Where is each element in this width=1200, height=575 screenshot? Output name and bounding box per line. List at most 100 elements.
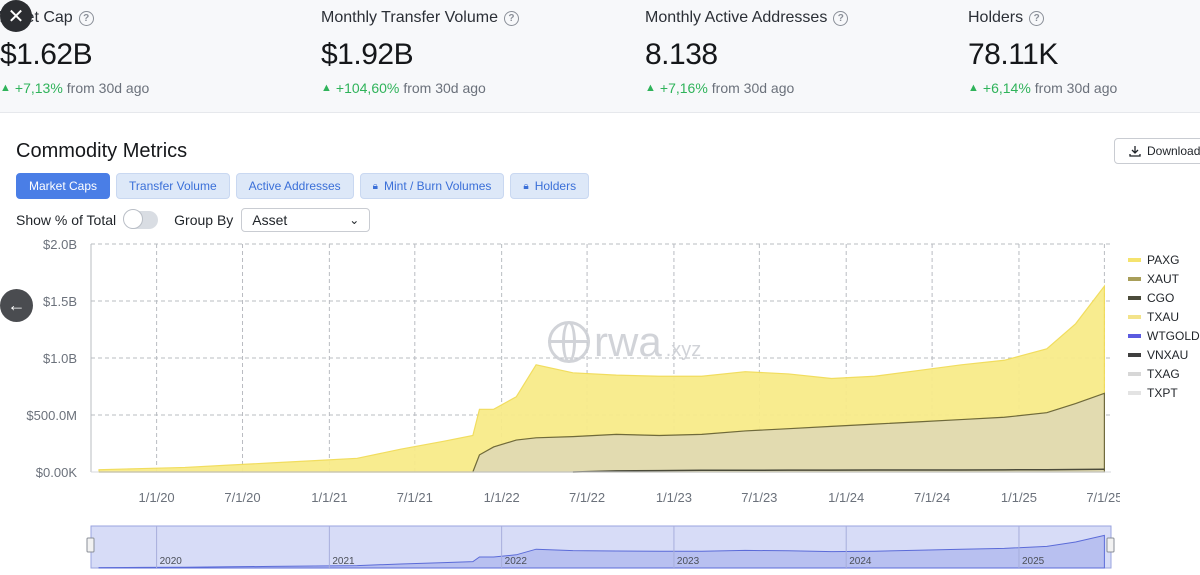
download-icon [1129, 146, 1141, 157]
x-tick-label: 1/1/21 [311, 490, 347, 505]
section-title: Commodity Metrics [16, 140, 188, 162]
legend-item-vnxau[interactable]: VNXAU [1128, 345, 1200, 364]
stat-title: Monthly Active Addresses [645, 9, 828, 26]
x-tick-label: 7/1/22 [569, 490, 605, 505]
x-tick-label: 7/1/20 [224, 490, 260, 505]
legend-label: TXAU [1147, 309, 1180, 324]
y-tick-label: $1.0B [43, 351, 77, 366]
x-tick-label: 7/1/21 [397, 490, 433, 505]
legend-item-cgo[interactable]: CGO [1128, 288, 1200, 307]
group-by-select[interactable]: Asset ⌄ [241, 208, 371, 232]
stat-change-percent: +104,60% [335, 80, 400, 96]
x-tick-label: 1/1/23 [656, 490, 692, 505]
stat-value: $1.62B [0, 38, 93, 71]
chart-controls: Show % of Total Group By Asset ⌄ [16, 208, 371, 232]
help-icon[interactable]: ? [1029, 10, 1045, 26]
x-tick-label: 1/1/20 [139, 490, 175, 505]
navigator-left-handle[interactable] [86, 537, 95, 553]
navigator-series [98, 534, 1105, 569]
globe-icon [548, 321, 590, 363]
x-tick-label: 1/1/22 [484, 490, 520, 505]
range-navigator[interactable]: 2020 2021 2022 2023 2024 2025 [0, 520, 1120, 570]
stat-value: 78.11K [968, 38, 1058, 71]
stat-monthly-active-addresses: Monthly Active Addresses? 8.138 ▲ +7,16% f… [645, 8, 849, 96]
legend-label: PAXG [1147, 252, 1180, 267]
navigator-right-handle[interactable] [1106, 537, 1115, 553]
watermark: rwa .xyz [548, 318, 701, 366]
stat-value: $1.92B [321, 38, 414, 71]
stat-monthly-transfer-volume: Monthly Transfer Volume? $1.92B ▲ +104,60… [321, 8, 519, 96]
up-arrow-icon: ▲ [0, 82, 11, 94]
stat-title: Monthly Transfer Volume [321, 9, 498, 26]
stat-title: Holders [968, 9, 1024, 26]
x-tick-label: 1/1/24 [828, 490, 864, 505]
watermark-text: rwa [594, 318, 662, 365]
navigator-year-label: 2023 [677, 556, 700, 567]
market-cap-chart: $0.00K $500.0M $1.0B $1.5B $2.0B 1/1/20 7/1/20… [26, 237, 1120, 505]
legend-item-paxg[interactable]: PAXG [1128, 250, 1200, 269]
y-tick-label: $0.00K [36, 465, 78, 480]
legend-swatch [1128, 371, 1141, 376]
navigator-year-label: 2025 [1022, 556, 1045, 567]
chart-legend: PAXG XAUT CGO TXAU WTGOLD VNXAU TXAG TXP… [1128, 250, 1200, 402]
legend-swatch [1128, 257, 1141, 262]
navigator-year-label: 2020 [160, 556, 183, 567]
legend-item-xaut[interactable]: XAUT [1128, 269, 1200, 288]
stat-holders: Holders? 78.11K ▲ +6,14% from 30d ago [968, 8, 1117, 96]
x-tick-label: 7/1/25 [1086, 490, 1120, 505]
legend-swatch [1128, 314, 1141, 319]
legend-swatch [1128, 295, 1141, 300]
stat-value: 8.138 [645, 38, 718, 71]
tab-mint-burn-volumes[interactable]: 🔒︎ Mint / Burn Volumes [359, 173, 505, 199]
legend-item-txpt[interactable]: TXPT [1128, 383, 1200, 402]
legend-swatch [1128, 276, 1141, 281]
download-button[interactable]: Download [1114, 138, 1200, 164]
back-arrow-icon[interactable]: ← [0, 289, 33, 322]
close-icon[interactable]: ✕ [0, 0, 32, 32]
tab-label: Mint / Burn Volumes [384, 179, 492, 193]
help-icon[interactable]: ? [78, 10, 94, 26]
help-icon[interactable]: ? [833, 10, 849, 26]
stat-change-suffix: from 30d ago [711, 80, 795, 96]
toggle-knob [123, 209, 144, 229]
stat-change: ▲ +7,16% from 30d ago [645, 80, 848, 96]
legend-label: WTGOLD [1147, 328, 1200, 343]
y-tick-label: $2.0B [43, 237, 77, 252]
legend-item-txau[interactable]: TXAU [1128, 307, 1200, 326]
download-label: Download [1147, 144, 1200, 158]
up-arrow-icon: ▲ [968, 82, 979, 94]
stat-change-percent: +7,16% [659, 80, 708, 96]
legend-label: TXPT [1147, 385, 1178, 400]
legend-label: XAUT [1147, 271, 1180, 286]
legend-item-wtgold[interactable]: WTGOLD [1128, 326, 1200, 345]
tab-active-addresses[interactable]: Active Addresses [235, 173, 354, 199]
legend-item-txag[interactable]: TXAG [1128, 364, 1200, 383]
legend-label: CGO [1147, 290, 1175, 305]
up-arrow-icon: ▲ [321, 82, 332, 94]
line-cgo [572, 468, 1105, 473]
show-percent-label: Show % of Total [16, 212, 117, 228]
x-tick-label: 7/1/24 [914, 490, 950, 505]
y-tick-label: $1.5B [43, 294, 77, 309]
lock-icon: 🔒︎ [372, 180, 378, 192]
show-percent-toggle[interactable] [123, 209, 159, 229]
x-tick-label: 1/1/25 [1001, 490, 1037, 505]
tab-transfer-volume[interactable]: Transfer Volume [116, 173, 230, 199]
tab-market-caps[interactable]: Market Caps [16, 173, 111, 199]
tab-holders[interactable]: 🔒︎ Holders [510, 173, 590, 199]
group-by-label: Group By [174, 212, 234, 228]
help-icon[interactable]: ? [503, 10, 519, 26]
y-tick-label: $500.0M [26, 408, 77, 423]
stats-bar: Market Cap? $1.62B ▲+7,13%from 30d ago M… [0, 0, 1200, 113]
lock-icon: 🔒︎ [523, 180, 529, 192]
stat-change-percent: +6,14% [982, 80, 1031, 96]
stat-change-suffix: from 30d ago [1034, 80, 1118, 96]
tab-label: Transfer Volume [129, 179, 217, 193]
stat-change: ▲ +6,14% from 30d ago [968, 80, 1117, 96]
tab-label: Active Addresses [248, 179, 341, 193]
legend-swatch [1128, 333, 1141, 338]
legend-label: VNXAU [1147, 347, 1189, 362]
stat-change-suffix: from 30d ago [66, 80, 150, 96]
group-by-value: Asset [252, 212, 288, 228]
stat-change-percent: +7,13% [14, 80, 63, 96]
